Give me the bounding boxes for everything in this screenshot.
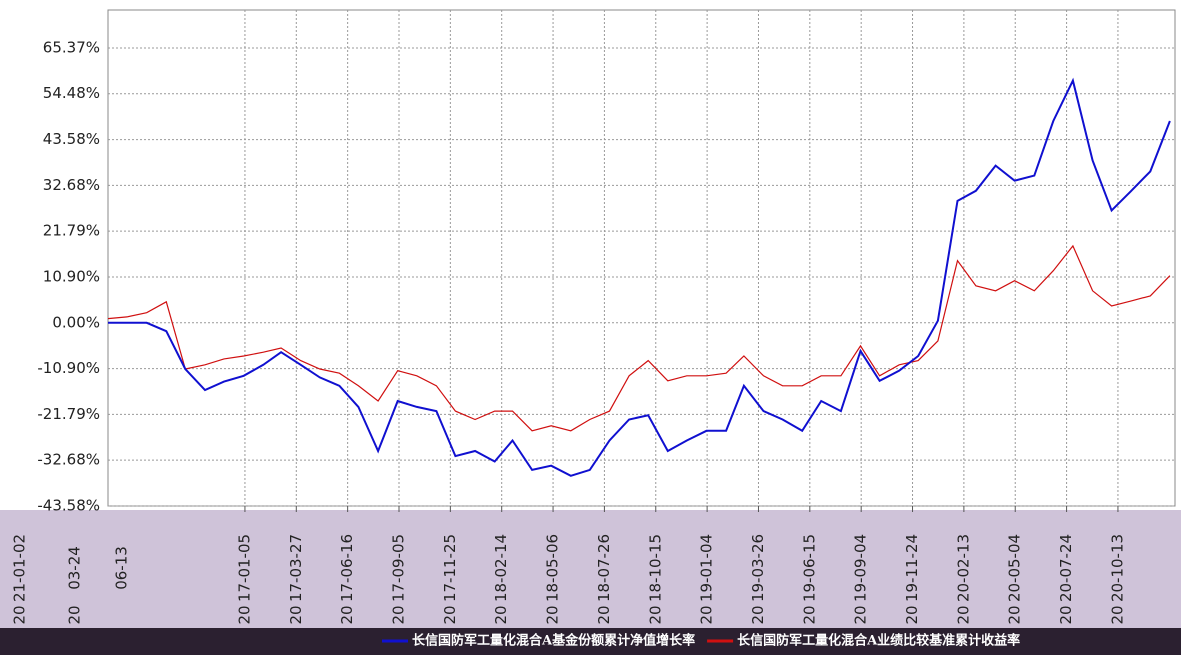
labels: -43.58% -32.68% -21.79% -10.90% 0.00% 10.90% 2… (11, 38, 1127, 648)
x-tick-label: 20-07-24 (1057, 534, 1075, 602)
x-tick-prefix: 20 (800, 605, 818, 624)
grid (108, 10, 1175, 507)
x-axis-band (0, 510, 1181, 628)
x-tick-label: 19-09-04 (852, 534, 870, 602)
x-tick-label: 18-07-26 (595, 534, 613, 602)
x-tick-label: 17-03-27 (287, 534, 305, 602)
y-tick-label: -32.68% (37, 451, 100, 469)
legend-band (0, 628, 1181, 655)
x-tick-prefix: 20 (1057, 605, 1075, 624)
x-tick-label: 20-05-04 (1006, 534, 1024, 602)
x-tick-label: 18-10-15 (646, 534, 664, 602)
x-tick-label: 18-02-14 (492, 534, 510, 602)
series-line (108, 77, 1171, 477)
y-tick-label: -43.58% (37, 497, 100, 515)
x-tick-prefix: 20 (954, 605, 972, 624)
x-tick-prefix: 20 (595, 605, 613, 624)
x-tick-fragment: 21-01-02 (11, 534, 29, 602)
legend-label: 长信国防军工量化混合A业绩比较基准累计收益率 (737, 633, 1020, 649)
x-tick-label: 20-10-13 (1108, 534, 1126, 602)
x-tick-label: 19-11-24 (903, 534, 921, 602)
x-tick-prefix: 20 (1006, 605, 1024, 624)
x-tick-prefix: 20 (544, 605, 562, 624)
y-tick-label: 43.58% (43, 130, 100, 148)
x-tick-prefix: 20 (441, 605, 459, 624)
x-tick-fragment: 06-13 (113, 546, 131, 590)
y-tick-label: -21.79% (37, 405, 100, 423)
x-tick-label: 17-01-05 (235, 534, 253, 602)
x-tick-fragment: 03-24 (66, 546, 84, 590)
x-tick-prefix: 20 (646, 605, 664, 624)
y-tick-label: 65.37% (43, 38, 100, 56)
x-tick-prefix: 20 (852, 605, 870, 624)
x-tick-fragment: 20 (66, 605, 84, 624)
x-tick-label: 17-06-16 (338, 534, 356, 602)
lines (107, 77, 1171, 477)
y-tick-label: -10.90% (37, 359, 100, 377)
x-tick-fragment: 20 (11, 605, 29, 624)
y-tick-label: 32.68% (43, 176, 100, 194)
x-tick-prefix: 20 (698, 605, 716, 624)
x-tick-prefix: 20 (287, 605, 305, 624)
y-tick-label: 0.00% (52, 313, 100, 331)
x-tick-prefix: 20 (492, 605, 510, 624)
x-tick-prefix: 20 (390, 605, 408, 624)
x-tick-label: 19-06-15 (800, 534, 818, 602)
y-tick-label: 21.79% (43, 222, 100, 240)
y-tick-label: 54.48% (43, 84, 100, 102)
legend-label: 长信国防军工量化混合A基金份额累计净值增长率 (412, 633, 695, 649)
x-tick-label: 17-11-25 (441, 534, 459, 602)
x-tick-label: 20-02-13 (954, 534, 972, 602)
x-tick-label: 19-03-26 (749, 534, 767, 602)
x-tick-label: 18-05-06 (544, 534, 562, 602)
y-tick-label: 10.90% (43, 267, 100, 285)
x-tick-prefix: 20 (338, 605, 356, 624)
x-tick-label: 19-01-04 (698, 534, 716, 602)
x-tick-prefix: 20 (749, 605, 767, 624)
x-tick-prefix: 20 (1108, 605, 1126, 624)
x-tick-prefix: 20 (903, 605, 921, 624)
x-tick-prefix: 20 (235, 605, 253, 624)
x-tick-label: 17-09-05 (390, 534, 408, 602)
series-line (107, 244, 1171, 432)
